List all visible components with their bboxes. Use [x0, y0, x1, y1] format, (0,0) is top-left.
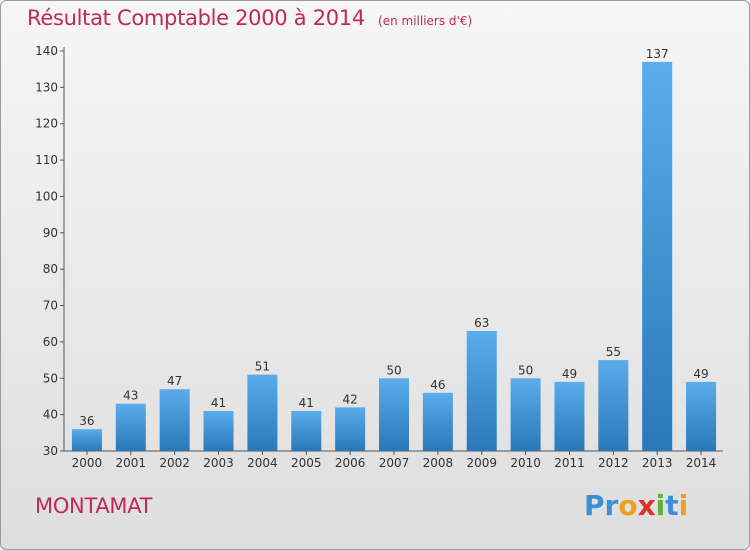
- x-tick-label-2012: 2012: [598, 456, 629, 470]
- title-block: Résultat Comptable 2000 à 2014 (en milli…: [27, 6, 472, 30]
- x-tick-label-2000: 2000: [72, 456, 103, 470]
- logo-letter: r: [604, 489, 619, 522]
- data-label-2011: 49: [562, 367, 577, 381]
- x-tick-label-2002: 2002: [159, 456, 190, 470]
- y-tick-label: 120: [35, 117, 58, 131]
- y-tick-label: 40: [43, 408, 58, 422]
- bar-2013: [642, 61, 673, 452]
- chart-subtitle: (en milliers d'€): [378, 14, 473, 28]
- y-tick-label: 60: [43, 335, 58, 349]
- logo-letter: i: [655, 489, 666, 522]
- x-tick-label-2007: 2007: [379, 456, 410, 470]
- proxiti-logo: Proxiti: [584, 489, 688, 522]
- bar-2011: [554, 381, 585, 451]
- x-tick-label-2005: 2005: [291, 456, 322, 470]
- bar-2000: [71, 429, 102, 451]
- x-tick-label-2011: 2011: [554, 456, 585, 470]
- x-tick-label-2003: 2003: [203, 456, 234, 470]
- bar-2001: [115, 403, 146, 451]
- x-tick-label-2014: 2014: [686, 456, 717, 470]
- data-label-2010: 50: [518, 363, 533, 377]
- bar-2007: [379, 378, 409, 451]
- data-label-2007: 50: [386, 363, 401, 377]
- x-tick-label-2009: 2009: [466, 456, 497, 470]
- data-label-2001: 43: [123, 389, 138, 403]
- bar-2012: [598, 360, 629, 451]
- commune-name: MONTAMAT: [35, 494, 153, 518]
- logo-letter: x: [637, 489, 656, 522]
- data-label-2002: 47: [167, 374, 182, 388]
- y-tick-label: 70: [43, 299, 58, 313]
- y-tick-label: 130: [35, 80, 58, 94]
- logo-letter: P: [584, 489, 605, 522]
- y-tick-label: 50: [43, 371, 58, 385]
- data-label-2003: 41: [211, 396, 226, 410]
- x-tick-label-2004: 2004: [247, 456, 278, 470]
- logo-letter: i: [678, 489, 689, 522]
- data-label-2008: 46: [430, 378, 445, 392]
- x-tick-label-2006: 2006: [335, 456, 366, 470]
- bar-2009: [466, 331, 497, 451]
- bar-2014: [686, 381, 717, 451]
- bar-2004: [247, 374, 278, 451]
- x-tick-label-2001: 2001: [116, 456, 147, 470]
- bar-2008: [422, 392, 453, 451]
- data-label-2000: 36: [79, 414, 94, 428]
- y-tick-label: 90: [43, 226, 58, 240]
- data-label-2004: 51: [255, 360, 270, 374]
- data-label-2005: 41: [299, 396, 314, 410]
- y-tick-label: 110: [35, 153, 58, 167]
- data-label-2006: 42: [342, 392, 357, 406]
- bar-2006: [335, 407, 366, 451]
- data-label-2013: 137: [646, 47, 669, 61]
- data-label-2014: 49: [693, 367, 708, 381]
- y-tick-label: 30: [43, 444, 58, 458]
- y-tick-label: 80: [43, 262, 58, 276]
- bar-2005: [291, 411, 322, 451]
- y-tick-label: 100: [35, 189, 58, 203]
- chart-title: Résultat Comptable 2000 à 2014: [27, 6, 365, 30]
- logo-letter: t: [665, 489, 679, 522]
- x-tick-label-2010: 2010: [510, 456, 541, 470]
- data-label-2009: 63: [474, 316, 489, 330]
- bar-2002: [159, 389, 190, 451]
- logo-letter: o: [618, 489, 638, 522]
- x-tick-label-2008: 2008: [423, 456, 454, 470]
- data-label-2012: 55: [606, 345, 621, 359]
- bar-2010: [510, 378, 541, 451]
- bar-2003: [203, 411, 234, 451]
- y-tick-label: 140: [35, 44, 58, 58]
- x-tick-label-2013: 2013: [642, 456, 673, 470]
